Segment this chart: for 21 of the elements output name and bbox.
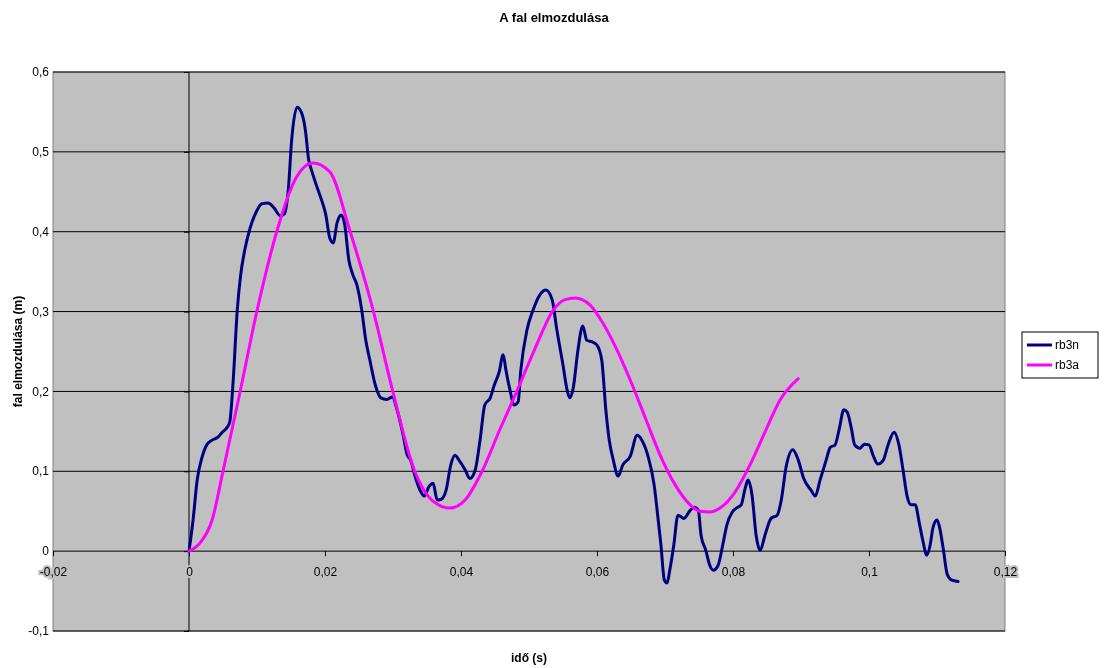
x-tick-label: 0,02 [313, 564, 338, 579]
x-tick-label: 0 [186, 564, 194, 579]
y-tick-label: -0,1 [28, 624, 50, 639]
legend-label: rb3a [1055, 358, 1080, 373]
x-tick-label: 0,1 [861, 564, 879, 579]
x-tick-label: 0,06 [585, 564, 610, 579]
y-tick-label: 0,2 [32, 384, 50, 399]
x-axis-title: idő (s) [511, 651, 547, 665]
chart-title: A fal elmozdulása [499, 10, 610, 25]
y-tick-label: 0 [42, 544, 50, 559]
x-tick-label: 0,08 [721, 564, 746, 579]
y-tick-label: 0,3 [32, 304, 50, 319]
x-tick-label: -0,02 [39, 564, 68, 579]
y-tick-label: 0,1 [32, 464, 50, 479]
y-tick-label: 0,4 [32, 224, 50, 239]
y-axis-title: fal elmozdulása (m) [11, 295, 25, 408]
y-tick-label: 0,6 [32, 65, 50, 80]
y-tick-label: 0,5 [32, 145, 50, 160]
x-tick-label: 0,04 [449, 564, 474, 579]
x-tick-label: 0,12 [993, 564, 1018, 579]
legend-label: rb3n [1055, 338, 1080, 353]
